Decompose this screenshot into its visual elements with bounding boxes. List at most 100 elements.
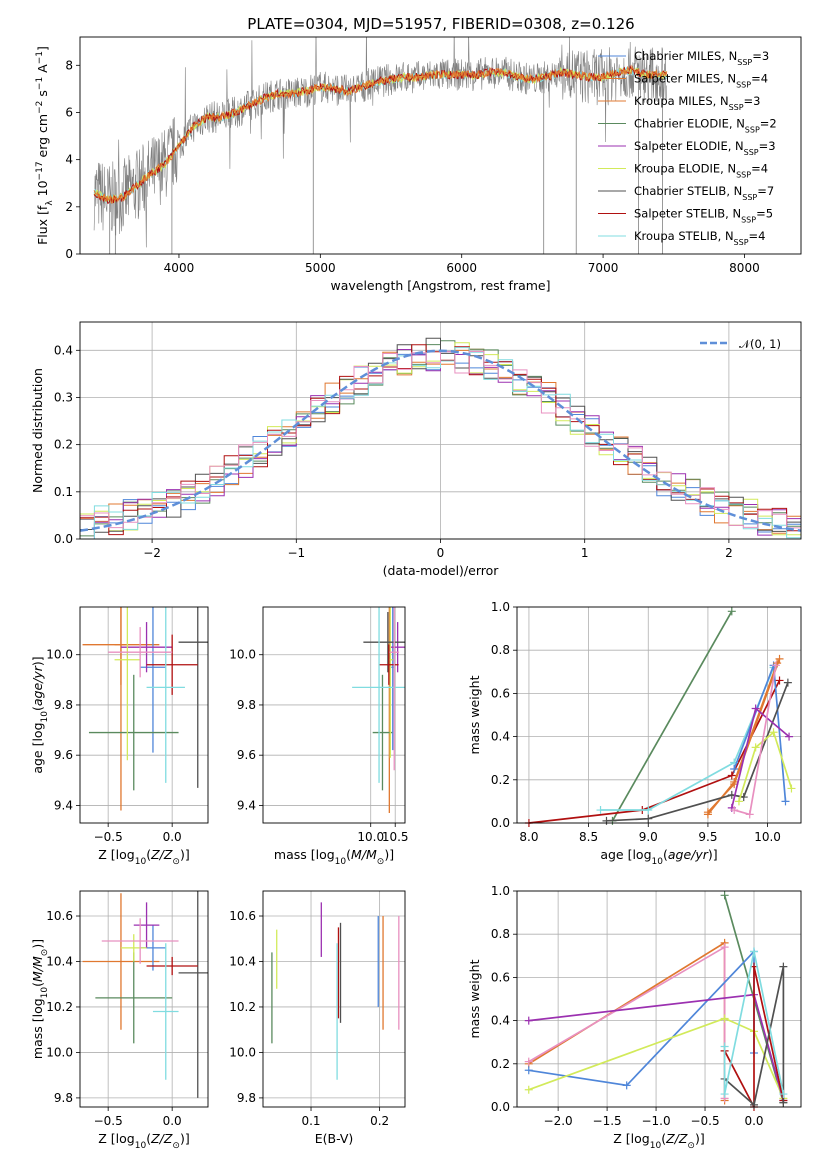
weight-point-marker	[779, 962, 788, 971]
figure-title: PLATE=0304, MJD=51957, FIBERID=0308, z=0…	[247, 15, 634, 33]
x-tick-label: 7000	[588, 261, 619, 275]
y-tick-label: 9.8	[237, 698, 256, 712]
y-tick-label: 10.0	[46, 648, 73, 662]
y-axis-label: age [log10(age/yr)]	[30, 656, 50, 773]
weight-point-marker	[622, 1081, 631, 1090]
x-tick-label: −0.5	[690, 1114, 719, 1128]
weight-point-marker	[730, 806, 739, 815]
x-tick-label: 1	[581, 546, 589, 560]
y-tick-label: 0.3	[54, 390, 73, 404]
legend-label: Salpeter STELIB, NSSP=5	[634, 207, 773, 225]
gaussian-reference-line	[80, 349, 801, 532]
x-tick-label: 0.1	[301, 1114, 320, 1128]
weight-point-marker	[734, 797, 743, 806]
x-tick-label: 9.5	[698, 830, 717, 844]
y-tick-label: 0.2	[491, 773, 510, 787]
x-axis-label: E(B-V)	[315, 1131, 354, 1146]
y-tick-label: 10.6	[229, 909, 256, 923]
x-axis-label: Z [log10(Z/Z⊙)]	[98, 1131, 189, 1151]
y-tick-label: 0.0	[491, 1100, 510, 1114]
x-tick-label: −1.5	[593, 1114, 622, 1128]
weight-point-marker	[720, 1014, 729, 1023]
y-tick-label: 0.0	[491, 816, 510, 830]
x-tick-label: −1	[287, 546, 305, 560]
spectrum-axes: 4000 5000 6000 7000 8000 0 2 4 6 8 wavelength [Ang…	[35, 36, 802, 293]
legend-label: Salpeter ELODIE, NSSP=3	[634, 139, 776, 157]
y-tick-label: 10.2	[46, 1000, 73, 1014]
y-tick-label: 0.4	[491, 1014, 510, 1028]
legend-label: 𝒩(0, 1)	[739, 337, 781, 351]
weight-point-marker	[787, 784, 796, 793]
legend-label: Chabrier MILES, NSSP=3	[634, 49, 769, 67]
y-tick-label: 9.6	[54, 748, 73, 762]
y-axis-label: Normed distribution	[30, 368, 45, 493]
weight-series-chabrier_elodie	[611, 610, 733, 822]
y-tick-label: 0.4	[491, 730, 510, 744]
y-axis-label: Flux [fλ 10−17 erg cm−2 s−1 A−1]	[35, 46, 55, 245]
weight-point-marker	[727, 771, 736, 780]
y-axis-label: mass [log10(M/M⊙)]	[30, 939, 50, 1059]
weight-point-marker	[769, 728, 778, 737]
y-tick-label: 0.8	[491, 927, 510, 941]
y-tick-label: 10.4	[46, 954, 73, 968]
y-tick-label: 9.8	[237, 1091, 256, 1105]
weight-point-marker	[524, 1057, 533, 1066]
weight-point-marker	[785, 732, 794, 741]
weight-point-marker	[644, 806, 653, 815]
x-tick-label: 10.0	[357, 830, 384, 844]
weight-point-marker	[751, 704, 760, 713]
x-tick-label: 6000	[446, 261, 477, 275]
x-tick-label: −2	[143, 546, 161, 560]
weight-series-chabrier_miles	[733, 664, 787, 802]
axes-frame	[262, 890, 406, 1108]
x-tick-label: 9.0	[639, 830, 658, 844]
x-axis-label: wavelength [Angstrom, rest frame]	[330, 278, 550, 293]
axes-frame	[79, 321, 802, 540]
residual-histogram-chabrier_stelib	[80, 337, 801, 533]
y-tick-label: 9.8	[54, 1091, 73, 1105]
weight_vs_age-axes: 8.0 8.5 9.0 9.5 10.0 0.0 0.2 0.4 0.6 0.8 1.0 age [l…	[467, 600, 802, 867]
y-tick-label: 9.4	[54, 798, 73, 812]
observed-spectrum-line	[93, 37, 667, 248]
x-axis-label: mass [log10(M/M⊙)]	[274, 847, 394, 867]
weight-point-marker	[779, 1098, 788, 1107]
weight-point-marker	[720, 943, 729, 952]
weight-series-chabrier_miles	[528, 949, 755, 1087]
weight-point-marker	[781, 797, 790, 806]
weight-point-marker	[524, 1085, 533, 1094]
y-axis-label: mass weight	[467, 675, 482, 754]
axes-frame	[516, 606, 802, 824]
weight-series-salpeter_stelib	[528, 680, 781, 824]
mass_vs_Z-axes: −0.5 0.0 9.8 10.0 10.2 10.4 10.6 Z [log10(Z/Z⊙)…	[30, 890, 209, 1151]
legend-label: Chabrier ELODIE, NSSP=2	[634, 117, 777, 135]
y-tick-label: 10.0	[229, 648, 256, 662]
y-tick-label: 10.6	[46, 909, 73, 923]
y-tick-label: 1.0	[491, 884, 510, 898]
axes-frame	[79, 36, 802, 255]
y-tick-label: 0.1	[54, 485, 73, 499]
x-tick-label: −2.0	[544, 1114, 573, 1128]
x-axis-label: (data-model)/error	[383, 563, 500, 578]
x-tick-label: 8.5	[579, 830, 598, 844]
weight-series-kroupa_elodie	[738, 730, 793, 802]
x-axis-label: Z [log10(Z/Z⊙)]	[98, 847, 189, 867]
weight-point-marker	[749, 947, 758, 956]
y-tick-label: 8	[65, 58, 73, 72]
mass_vs_ebv-axes: 0.1 0.2 9.8 10.0 10.2 10.4 10.6 E(B-V)	[229, 890, 406, 1146]
axes-frame	[262, 606, 406, 824]
x-tick-label: 10.5	[382, 830, 409, 844]
x-tick-label: 0.0	[163, 830, 182, 844]
weight-point-marker	[745, 810, 754, 819]
residual-histogram-pink	[80, 351, 801, 529]
x-tick-label: 0.0	[744, 1114, 763, 1128]
weight-point-marker	[751, 743, 760, 752]
y-tick-label: 0.6	[491, 970, 510, 984]
weight-series-kroupa_stelib	[723, 951, 785, 1095]
legend-label: Kroupa STELIB, NSSP=4	[634, 229, 765, 247]
weight-point-marker	[775, 676, 784, 685]
weight-point-marker	[602, 816, 611, 825]
x-tick-label: 4000	[164, 261, 195, 275]
weight-point-marker	[524, 1016, 533, 1025]
y-tick-label: 1.0	[491, 600, 510, 614]
weight-point-marker	[783, 678, 792, 687]
